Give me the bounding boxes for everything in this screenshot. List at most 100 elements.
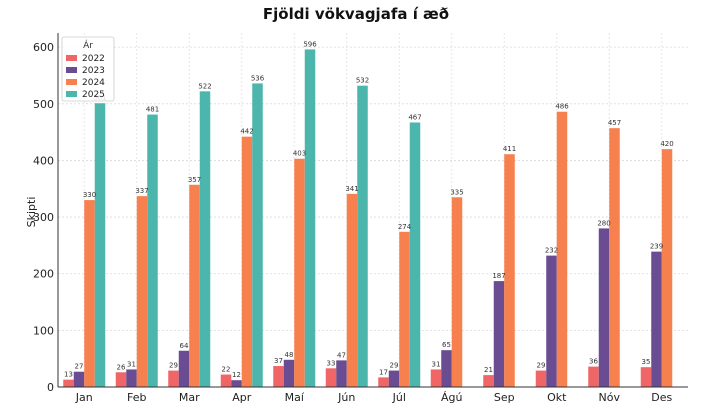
bar-2024-Júl [399,231,410,387]
y-tick-label: 400 [33,154,54,167]
bar-2023-Maí [283,359,295,387]
y-tick-label: 300 [33,211,54,224]
data-label: 481 [146,106,159,114]
x-tick-label: Mar [179,391,200,404]
data-label: 65 [442,341,451,349]
data-label: 37 [274,357,283,365]
x-tick-label: Maí [285,391,305,404]
bar-2023-Feb [126,369,137,387]
bar-2024-Feb [136,196,148,387]
legend-swatch-2023 [66,67,77,73]
x-tick-label: Nóv [599,391,621,404]
data-label: 64 [180,342,189,350]
bar-2023-Sep [493,281,505,387]
bar-2022-Nóv [588,366,599,387]
bar-2022-Des [640,367,652,387]
x-tick-label: Sep [494,391,515,404]
data-label: 486 [555,103,569,111]
bar-2024-Ágú [451,197,463,387]
bar-2023-Mar [178,350,190,387]
bar-2023-Ágú [441,350,452,387]
data-label: 48 [285,351,294,359]
x-tick-label: Feb [127,391,146,404]
bar-2025-Mar [199,91,211,387]
legend-swatch-2024 [66,79,77,85]
bar-2025-Jan [94,103,106,388]
data-label: 187 [492,272,505,280]
legend-label-2023: 2023 [82,66,105,76]
bar-2024-Des [661,149,673,387]
bar-2022-Apr [220,374,232,387]
data-label: 35 [642,358,651,366]
y-tick-label: 200 [33,268,54,281]
data-label: 420 [660,140,673,148]
bar-2023-Jún [336,360,347,387]
data-label: 457 [608,119,621,127]
data-label: 232 [545,247,558,255]
bar-2024-Maí [294,158,305,387]
bar-2023-Júl [388,370,400,387]
data-label: 522 [198,82,211,90]
data-label: 403 [293,150,306,158]
bars-layer [63,49,673,388]
data-label: 26 [117,363,126,371]
y-tick-label: 500 [33,98,54,111]
bar-2022-Feb [115,372,127,387]
bar-2024-Mar [189,184,200,387]
axis-layer: 0 100 200 300 400 500 600 Jan Feb Mar Apr Maí Jún Júl… [33,33,688,404]
x-tick-label: Júl [392,391,406,404]
bar-2024-Nóv [609,128,620,387]
y-axis-label: Skipti [25,197,38,228]
bar-2024-Sep [504,154,515,387]
data-label: 29 [169,362,178,370]
data-label: 596 [303,40,317,48]
data-label: 29 [390,362,399,370]
chart-title: Fjöldi vökvagjafa í æð [263,5,449,23]
bar-2022-Jún [325,368,337,387]
legend: Ár 2022 2023 2024 2025 [61,36,115,102]
x-tick-label: Des [651,391,672,404]
data-label: 47 [337,351,346,359]
data-label: 274 [398,223,412,231]
bar-2024-Jún [346,193,358,387]
data-label: 27 [75,363,84,371]
legend-swatch-2022 [66,55,77,61]
data-label: 335 [450,188,463,196]
bar-2023-Apr [231,380,242,387]
bar-2022-Sep [483,375,494,387]
data-label: 31 [432,360,441,368]
data-label: 31 [127,360,136,368]
bar-2023-Des [651,251,662,387]
legend-label-2024: 2024 [82,78,105,88]
data-label: 22 [222,366,231,374]
x-tick-label: Okt [547,391,567,404]
bar-2024-Apr [241,136,253,387]
legend-title: Ár [83,39,93,51]
bar-2024-Jan [84,200,95,387]
legend-label-2025: 2025 [82,90,105,100]
data-label: 411 [503,145,516,153]
y-tick-label: 100 [33,324,54,337]
data-label: 239 [650,243,663,251]
bar-2022-Mar [168,370,179,387]
bar-2022-Maí [273,366,284,387]
bar-2025-Maí [304,49,316,387]
data-label: 442 [240,128,253,136]
data-label: 17 [379,368,388,376]
data-label: 330 [83,191,96,199]
data-label: 341 [345,185,358,193]
bar-2022-Ágú [430,369,442,387]
bar-2025-Feb [147,114,158,388]
data-label: 12 [232,371,241,379]
y-tick-label: 0 [47,381,54,394]
bar-2023-Okt [546,255,557,387]
y-tick-label: 600 [33,41,54,54]
data-label: 280 [597,219,610,227]
data-labels-layer: 1327330501263133748129643575222212442536… [64,40,674,379]
data-label: 13 [64,371,73,379]
data-label: 536 [251,74,265,82]
bar-2023-Jan [73,371,85,387]
data-label: 33 [327,359,336,367]
